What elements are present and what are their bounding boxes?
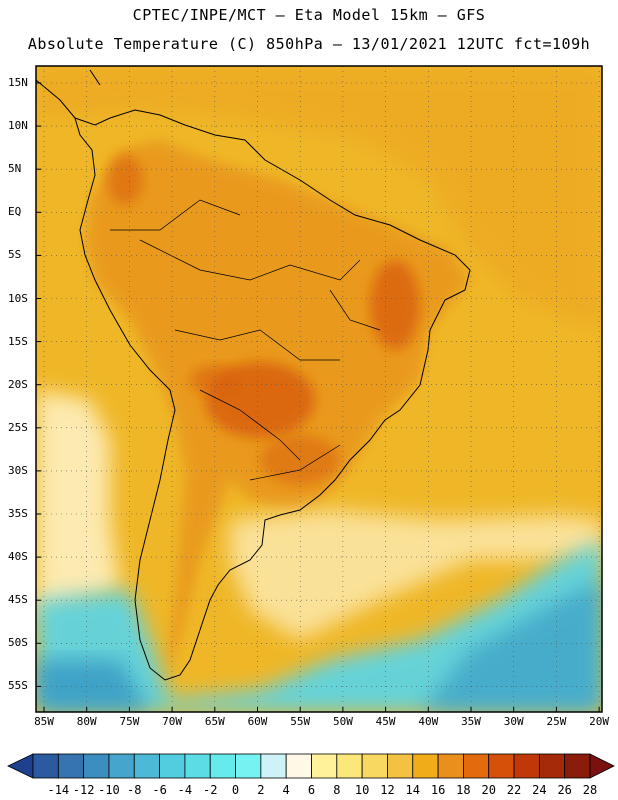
lon-label: 55W	[290, 715, 311, 728]
lat-label: 15N	[8, 76, 28, 89]
lon-label: 65W	[204, 715, 225, 728]
lon-label: 60W	[247, 715, 268, 728]
colorbar-swatch	[83, 753, 110, 779]
colorbar-swatch	[133, 753, 160, 779]
colorbar-swatch	[412, 753, 439, 779]
colorbar-swatch	[387, 753, 414, 779]
lon-label: 20W	[589, 715, 610, 728]
lat-label: 45S	[8, 593, 28, 607]
lat-label: 5N	[8, 162, 22, 176]
colorbar-label: 2	[257, 783, 265, 797]
title-line-variable: Absolute Temperature (C) 850hPa — 13/01/…	[27, 35, 591, 53]
lat-label: 35S	[8, 507, 28, 520]
very-cold-southwest	[36, 660, 150, 712]
colorbar-label: -12	[72, 783, 95, 797]
lon-label: 45W	[375, 715, 396, 728]
lon-label: 50W	[332, 715, 353, 728]
colorbar-label: 16	[430, 783, 446, 797]
colorbar-swatch	[209, 753, 236, 779]
colorbar-swatch	[108, 753, 135, 779]
colorbar-label: 8	[333, 783, 341, 797]
colorbar-label: -8	[127, 783, 142, 797]
colorbar-max-arrow	[589, 753, 615, 779]
colorbar-swatch	[285, 753, 312, 779]
colorbar-swatch	[564, 753, 591, 779]
cool-atlantic-band	[230, 510, 602, 640]
lat-label: 55S	[8, 679, 28, 693]
lat-label: 20S	[8, 377, 28, 391]
lon-label: 30W	[503, 715, 524, 728]
colorbar-label: 14	[405, 783, 420, 797]
colorbar-label: -2	[202, 783, 218, 797]
title-line-model: CPTEC/INPE/MCT — Eta Model 15km — GFS	[132, 6, 486, 24]
colorbar-label: -6	[152, 783, 167, 797]
hot-spot-bolivia	[190, 365, 240, 395]
colorbar-swatch	[184, 753, 211, 779]
colorbar-swatch	[513, 753, 540, 779]
colorbar-swatch	[538, 753, 566, 779]
colorbar-swatch	[235, 753, 262, 779]
hot-spot-northeast	[370, 260, 420, 350]
lat-label: 10N	[8, 119, 28, 133]
lat-label: 40S	[8, 550, 28, 564]
colorbar-label: -4	[177, 783, 193, 797]
colorbar-label: 6	[307, 783, 316, 797]
lon-label: 85W	[34, 715, 54, 728]
cool-pacific-region	[36, 390, 120, 620]
very-cold-southeast	[420, 580, 602, 712]
colorbar-swatch	[361, 753, 388, 779]
country-borders	[110, 199, 381, 481]
colorbar-min-arrow	[7, 753, 34, 779]
colorbar-label: 26	[557, 783, 572, 797]
colorbar-label: 20	[481, 783, 496, 797]
lon-label: 25W	[546, 715, 567, 728]
warm-atlantic-region	[36, 66, 602, 330]
colorbar-label: 18	[456, 783, 471, 797]
lon-label: 80W	[76, 715, 97, 728]
colorbar-swatch	[311, 753, 338, 779]
colorbar-swatch	[57, 753, 85, 779]
lat-label: 15S	[8, 334, 28, 348]
colorbar-swatch	[437, 753, 464, 779]
colorbar-swatch	[336, 753, 363, 779]
lon-label: 40W	[418, 715, 439, 728]
colorbar-swatch	[463, 753, 490, 779]
lat-label: 5S	[8, 248, 22, 262]
colorbar-label: 28	[582, 783, 598, 797]
colorbar	[7, 753, 615, 779]
lat-label: 30S	[8, 463, 28, 477]
axis-ticks	[36, 82, 600, 712]
colorbar-swatch	[159, 753, 186, 779]
lon-label: 35W	[461, 715, 481, 728]
temperature-field	[36, 66, 602, 712]
colorbar-label: 4	[282, 783, 290, 797]
hot-spot-colombia	[107, 155, 143, 205]
colorbar-label: 22	[506, 783, 522, 797]
plot-frame	[35, 65, 603, 713]
colorbar-swatch	[260, 753, 287, 779]
colorbar-label: -10	[98, 783, 120, 797]
colorbar-label: 10	[354, 783, 370, 797]
lat-label: 10S	[8, 291, 28, 305]
colorbar-label: 24	[532, 783, 547, 797]
colorbar-swatch	[32, 753, 59, 779]
lon-label: 70W	[162, 715, 183, 728]
colorbar-label: 0	[231, 783, 240, 797]
colorbar-label: -14	[47, 783, 70, 797]
colorbar-swatch	[488, 753, 515, 779]
lat-label: 50S	[8, 636, 28, 650]
lat-label: 25S	[8, 420, 28, 434]
colorbar-label: 12	[380, 783, 395, 797]
lat-label: EQ	[8, 205, 22, 219]
south-america-coastline	[74, 109, 471, 681]
lon-label: 75W	[119, 715, 140, 728]
